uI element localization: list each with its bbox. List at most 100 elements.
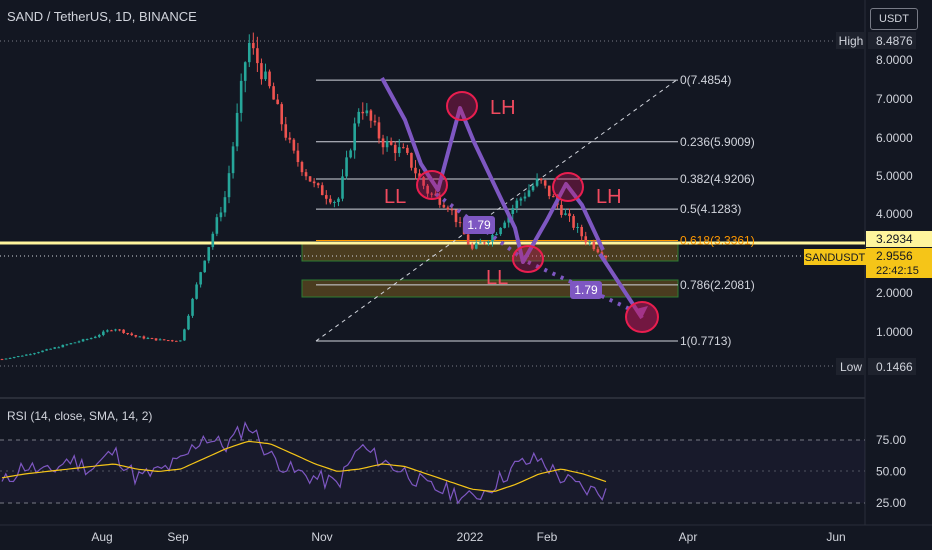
candle-body (93, 336, 97, 339)
candle-body (280, 104, 284, 125)
candle-body (256, 48, 259, 64)
candle-body (239, 80, 243, 113)
candle-body (183, 329, 186, 341)
candle-body (158, 339, 162, 341)
ll-label-1: LL (384, 186, 406, 208)
candle-body (584, 236, 588, 243)
candle-body (195, 284, 198, 299)
candle-body (568, 213, 571, 217)
candle-body (268, 71, 271, 87)
candle-body (312, 181, 316, 184)
candlestick-series (0, 32, 608, 361)
candle-body (296, 150, 300, 163)
candle-body (483, 242, 486, 244)
candle-body (284, 124, 288, 138)
candle-body (418, 173, 421, 178)
candle-body (110, 330, 113, 332)
candle-body (491, 234, 494, 242)
candle-body (89, 338, 93, 340)
candle-body (106, 330, 109, 332)
candle-body (402, 147, 405, 149)
high-value: 8.4876 (876, 34, 913, 48)
candle-body (223, 197, 227, 213)
fib-label: 0.618(3.3361) (680, 234, 755, 248)
candle-body (166, 340, 170, 342)
time-tick-label: Aug (91, 530, 112, 544)
candle-body (430, 193, 433, 195)
candle-body (199, 272, 202, 285)
candle-body (215, 217, 219, 234)
fib-label: 1(0.7713) (680, 334, 731, 348)
candle-body (25, 354, 28, 356)
candle-body (57, 347, 61, 349)
high-label: High (839, 34, 864, 48)
candle-body (333, 201, 336, 203)
candle-body (393, 144, 397, 154)
rsi-tick-label: 75.00 (876, 433, 906, 447)
projection-line-2 (527, 260, 633, 312)
candle-body (487, 241, 490, 244)
candle-body (316, 183, 320, 186)
candle-body (45, 349, 48, 351)
candle-body (349, 150, 352, 158)
candle-body (162, 339, 166, 341)
candle-body (535, 178, 539, 186)
candle-body (406, 147, 409, 153)
symbol-label: SANDUSDT (805, 252, 866, 264)
price-tick-label: 1.0000 (876, 325, 913, 339)
high-tag (836, 32, 866, 49)
rsi-axis: 75.00 50.00 25.00 (876, 433, 906, 510)
rsi-ma-line (1, 440, 607, 493)
candle-body (495, 234, 498, 236)
candle-body (308, 176, 312, 182)
candle-body (470, 244, 474, 249)
candle-body (320, 185, 324, 196)
candle-body (511, 208, 515, 215)
candle-body (33, 353, 36, 355)
candle-body (389, 141, 393, 145)
candle-body (580, 226, 583, 237)
candle-body (592, 242, 596, 250)
candle-body (365, 110, 369, 114)
candle-body (134, 335, 138, 337)
price-tick-label: 7.0000 (876, 92, 913, 106)
fib-label: 0.786(2.2081) (680, 278, 755, 292)
candle-body (547, 185, 551, 197)
rsi-tick-label: 25.00 (876, 496, 906, 510)
candle-body (264, 71, 267, 80)
candle-body (114, 329, 117, 331)
time-tick-label: Nov (311, 530, 332, 544)
candle-body (572, 216, 575, 228)
low-label: Low (840, 360, 862, 374)
candle-body (543, 180, 547, 186)
candle-body (0, 359, 4, 361)
lh-label-1: LH (490, 97, 516, 119)
candle-body (499, 227, 502, 235)
candle-body (16, 356, 20, 358)
candle-body (73, 342, 77, 344)
candle-body (373, 120, 377, 123)
currency-selector[interactable]: USDT (870, 8, 918, 30)
candle-body (227, 173, 231, 198)
candle-body (272, 86, 275, 100)
candle-body (345, 157, 348, 177)
candle-body (102, 331, 105, 335)
candle-body (450, 209, 454, 211)
candle-body (604, 255, 608, 258)
candle-body (324, 195, 328, 199)
candle-body (300, 162, 304, 173)
candle-body (426, 185, 429, 194)
candle-body (77, 341, 81, 343)
candle-body (588, 242, 592, 244)
candle-body (361, 111, 365, 114)
candle-body (69, 343, 73, 345)
price-tick-label: 4.0000 (876, 207, 913, 221)
candle-body (353, 123, 356, 151)
fib-retracement: 0(7.4854) 0.236(5.9009) 0.382(4.9206) 0.5(4… (316, 73, 755, 348)
price-tick-label: 2.0000 (876, 286, 913, 300)
candle-body (357, 111, 361, 124)
rsi-title: RSI (14, close, SMA, 14, 2) (7, 409, 153, 423)
candle-body (219, 212, 223, 218)
trend-path (380, 77, 605, 264)
candle-body (377, 122, 381, 139)
